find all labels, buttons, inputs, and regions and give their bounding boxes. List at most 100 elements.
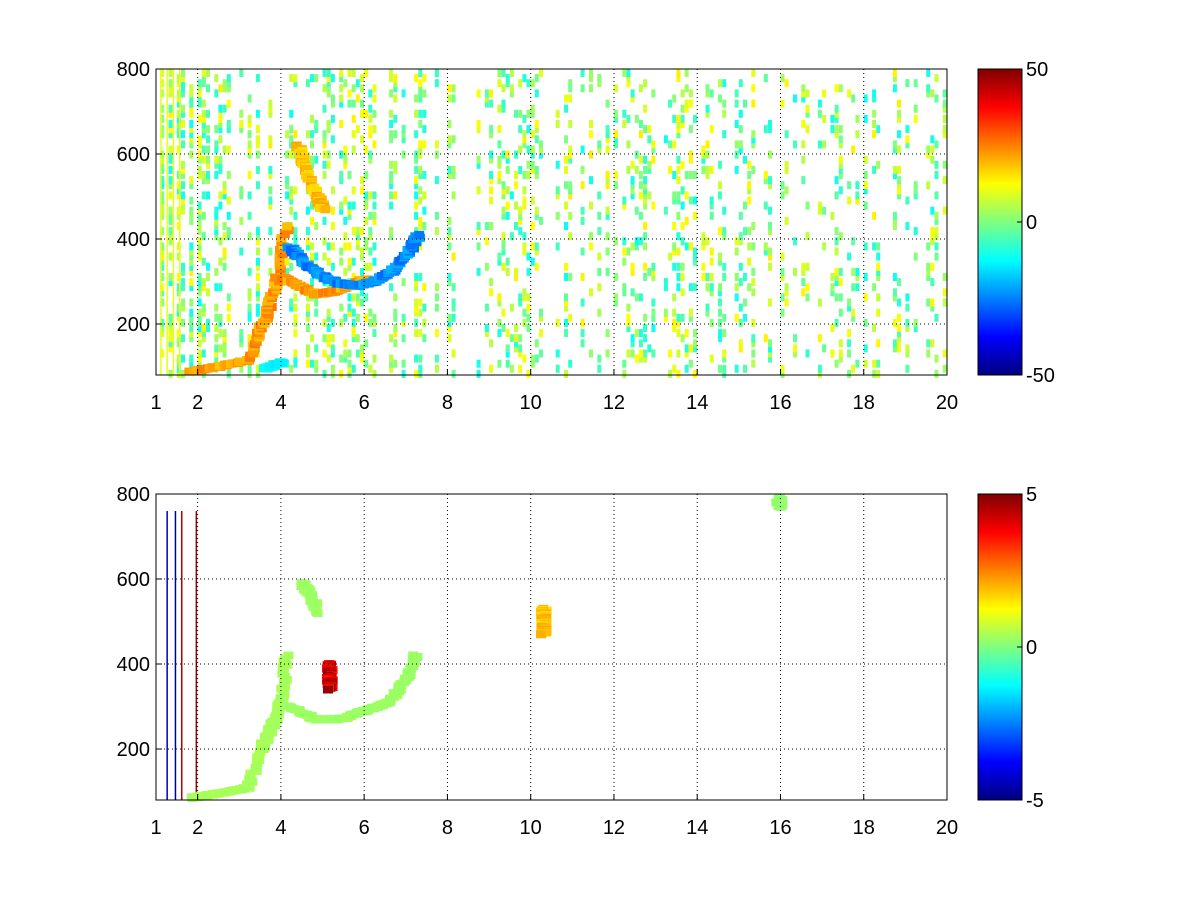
heatmap-cell xyxy=(613,273,618,281)
heatmap-cell xyxy=(863,242,868,251)
heatmap-cell xyxy=(676,313,681,322)
heatmap-cell xyxy=(589,74,593,83)
heatmap-cell xyxy=(401,130,406,139)
heatmap-cell xyxy=(310,130,314,139)
heatmap-cell xyxy=(339,150,344,159)
heatmap-cell xyxy=(863,186,868,195)
heatmap-cell xyxy=(447,232,452,241)
heatmap-cell xyxy=(622,257,627,266)
heatmap-cell xyxy=(201,120,206,128)
heatmap-cell xyxy=(738,232,743,241)
heatmap-cell xyxy=(638,84,643,93)
heatmap-cell xyxy=(206,288,210,297)
heatmap-cell xyxy=(368,247,373,256)
heatmap-cell xyxy=(189,104,194,113)
heatmap-cell xyxy=(497,104,502,113)
heatmap-cell xyxy=(780,252,785,261)
heatmap-cell xyxy=(838,155,843,164)
heatmap-cell xyxy=(597,283,602,292)
heatmap-cell xyxy=(326,257,331,266)
heatmap-cell xyxy=(709,273,714,281)
heatmap-cell xyxy=(705,273,710,281)
heatmap-cell xyxy=(414,155,419,164)
heatmap-cell xyxy=(181,160,185,169)
heatmap-cell xyxy=(314,298,319,307)
heatmap-streak xyxy=(166,69,168,375)
heatmap-cell xyxy=(605,99,610,108)
heatmap-cell xyxy=(255,283,260,292)
heatmap-cell xyxy=(247,191,252,200)
heatmap-cell xyxy=(897,191,901,200)
heatmap-cell xyxy=(526,313,531,322)
heatmap-cell xyxy=(701,262,706,271)
heatmap-cell xyxy=(181,130,185,139)
heatmap-cell xyxy=(326,242,331,251)
heatmap-cell xyxy=(892,344,897,353)
heatmap-cell xyxy=(743,99,747,108)
heatmap-cell xyxy=(497,329,502,338)
heatmap-cell xyxy=(613,109,618,118)
heatmap-cell xyxy=(239,329,244,338)
heatmap-cell xyxy=(564,165,568,174)
heatmap-cell xyxy=(847,181,852,190)
heatmap-cell xyxy=(293,329,298,338)
heatmap-feature-cell xyxy=(323,685,333,694)
heatmap-cell xyxy=(347,359,352,368)
heatmap-cell xyxy=(805,201,810,210)
heatmap-cell xyxy=(539,349,543,358)
heatmap-cell xyxy=(351,69,356,77)
heatmap-cell xyxy=(876,359,881,368)
heatmap-cell xyxy=(293,354,298,363)
heatmap-cell xyxy=(368,125,373,134)
heatmap-cell xyxy=(847,329,852,338)
heatmap-cell xyxy=(634,293,639,302)
heatmap-cell xyxy=(226,293,231,302)
heatmap-cell xyxy=(214,160,219,169)
heatmap-cell xyxy=(768,247,772,256)
heatmap-cell xyxy=(414,283,419,292)
heatmap-cell xyxy=(534,354,539,363)
heatmap-cell xyxy=(418,216,423,225)
heatmap-cell xyxy=(643,349,648,358)
heatmap-cell xyxy=(285,150,290,159)
heatmap-cell xyxy=(672,196,677,205)
heatmap-cell xyxy=(738,339,743,348)
heatmap-cell xyxy=(218,114,223,123)
heatmap-cell xyxy=(564,262,568,271)
heatmap-cell xyxy=(838,349,843,358)
heatmap-cell xyxy=(905,125,910,134)
heatmap-cell xyxy=(684,344,689,353)
heatmap-cell xyxy=(676,74,681,83)
heatmap-cell xyxy=(247,267,252,276)
heatmap-cell xyxy=(780,308,785,317)
heatmap-cell xyxy=(355,242,360,251)
heatmap-cell xyxy=(214,222,219,230)
heatmap-cell xyxy=(676,329,681,338)
heatmap-cell xyxy=(322,150,327,159)
heatmap-cell xyxy=(181,334,185,343)
heatmap-cell xyxy=(743,201,747,210)
heatmap-cell xyxy=(838,354,843,363)
heatmap-cell xyxy=(255,288,260,297)
heatmap-cell xyxy=(539,216,543,225)
heatmap-cell xyxy=(305,293,310,302)
heatmap-cell xyxy=(181,354,185,363)
heatmap-cell xyxy=(268,104,273,113)
heatmap-cell xyxy=(738,79,743,88)
heatmap-cell xyxy=(393,293,398,302)
heatmap-cell xyxy=(355,298,360,307)
heatmap-cell xyxy=(214,89,219,98)
heatmap-cell xyxy=(368,232,373,241)
heatmap-cell xyxy=(709,354,714,363)
heatmap-cell xyxy=(305,313,310,322)
heatmap-cell xyxy=(847,196,852,205)
heatmap-cell xyxy=(189,176,194,185)
heatmap-cell xyxy=(834,273,839,281)
heatmap-cell xyxy=(630,160,635,169)
heatmap-cell xyxy=(447,171,452,179)
heatmap-cell xyxy=(222,181,227,190)
heatmap-cell xyxy=(239,191,244,200)
heatmap-cell xyxy=(389,109,394,118)
heatmap-cell xyxy=(626,140,631,149)
heatmap-cell xyxy=(310,74,314,83)
